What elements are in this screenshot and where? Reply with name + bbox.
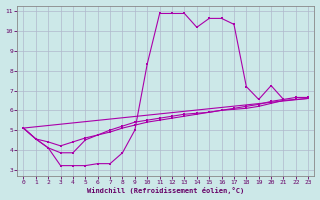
X-axis label: Windchill (Refroidissement éolien,°C): Windchill (Refroidissement éolien,°C) <box>87 187 244 194</box>
